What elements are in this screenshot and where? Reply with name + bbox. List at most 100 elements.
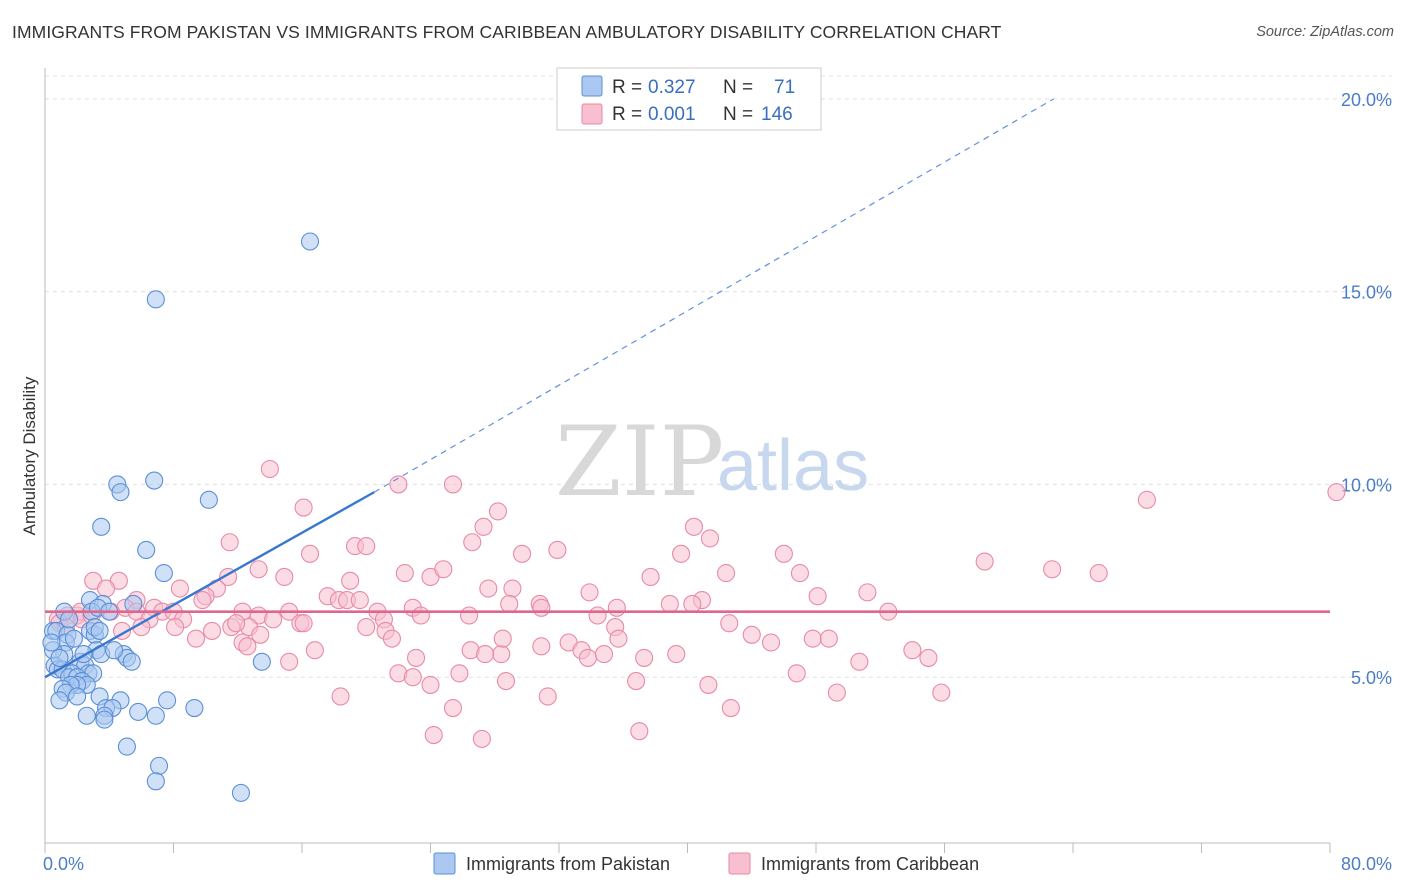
caribbean-point: [500, 594, 519, 613]
y-axis-label: Ambulatory Disability: [20, 376, 39, 535]
caribbean-point: [331, 687, 350, 706]
pakistan-point: [252, 652, 271, 671]
caribbean-point: [721, 698, 740, 718]
caribbean-point: [357, 537, 376, 556]
pakistan-point: [146, 290, 165, 309]
legend-r-value-caribbean: 0.001: [648, 104, 696, 125]
caribbean-point: [684, 517, 703, 536]
pakistan-point: [42, 633, 61, 652]
caribbean-point: [403, 668, 422, 687]
caribbean-point: [850, 652, 869, 671]
caribbean-point: [424, 725, 443, 745]
x-tick-label-max: 80.0%: [1341, 854, 1392, 874]
pakistan-trend-extrapolated: [373, 98, 1055, 493]
legend-n-label-pakistan: N =: [723, 77, 753, 98]
caribbean-point: [341, 571, 360, 590]
caribbean-point: [496, 672, 516, 691]
pakistan-point: [199, 490, 218, 509]
pakistan-point: [68, 687, 87, 706]
caribbean-point: [251, 625, 270, 644]
caribbean-point: [434, 560, 453, 579]
pakistan-point: [64, 629, 83, 648]
x-ticks: [44, 843, 1331, 853]
caribbean-point: [492, 645, 511, 664]
caribbean-point: [249, 560, 268, 579]
caribbean-point: [1327, 483, 1346, 502]
caribbean-point: [580, 583, 599, 602]
caribbean-point: [1043, 560, 1062, 579]
caribbean-point: [203, 621, 222, 640]
caribbean-point: [858, 583, 877, 602]
caribbean-point: [716, 564, 736, 583]
bottom-legend-swatch-caribbean: [728, 852, 751, 875]
caribbean-point: [193, 591, 212, 610]
caribbean-point: [919, 648, 938, 667]
pakistan-point: [117, 737, 136, 756]
y-tick-label-15: 15.0%: [1341, 283, 1392, 303]
pakistan-point: [146, 772, 165, 791]
caribbean-point: [166, 618, 185, 637]
caribbean-point: [280, 652, 299, 671]
caribbean-point: [594, 645, 614, 664]
pakistan-point: [92, 517, 111, 536]
caribbean-point: [548, 540, 567, 560]
caribbean-point: [294, 614, 313, 633]
trend-lines: [44, 98, 1330, 679]
bottom-legend-label-pakistan: Immigrants from Pakistan: [466, 854, 670, 874]
caribbean-point: [238, 637, 257, 656]
pakistan-point: [95, 710, 114, 729]
caribbean-point: [350, 591, 369, 610]
caribbean-point: [395, 564, 414, 583]
caribbean-point: [975, 552, 994, 571]
pakistan-trend-line: [44, 491, 375, 679]
chart-title: IMMIGRANTS FROM PAKISTAN VS IMMIGRANTS F…: [12, 22, 1002, 42]
caribbean-point: [443, 698, 463, 718]
pakistan-point: [231, 783, 251, 802]
pakistan-point: [77, 706, 96, 725]
y-tick-label-20: 20.0%: [1341, 90, 1392, 110]
caribbean-point: [932, 683, 951, 702]
pakistan-point: [129, 702, 148, 721]
caribbean-point: [630, 722, 649, 741]
caribbean-point: [294, 498, 313, 517]
caribbean-point: [672, 544, 691, 563]
caribbean-point: [474, 517, 493, 536]
legend-r-label-pakistan: R =: [612, 77, 642, 98]
caribbean-point: [803, 629, 822, 648]
caribbean-point: [357, 618, 376, 637]
caribbean-point: [450, 664, 469, 683]
x-tick-label-min: 0.0%: [43, 854, 84, 874]
caribbean-point: [227, 614, 246, 633]
caribbean-point: [635, 648, 654, 667]
legend-n-label-caribbean: N =: [723, 104, 753, 125]
top-legend: R = 0.327 N = 71 R = 0.001 N = 146: [556, 67, 822, 131]
bottom-legend-label-caribbean: Immigrants from Caribbean: [761, 854, 979, 874]
caribbean-point: [827, 683, 846, 702]
caribbean-point: [382, 629, 402, 648]
caribbean-point: [488, 502, 508, 521]
caribbean-point: [421, 675, 440, 694]
legend-swatch-pakistan: [581, 75, 603, 97]
bottom-legend-swatch-pakistan: [433, 852, 456, 875]
pakistan-point: [149, 756, 169, 775]
caribbean-point: [472, 729, 491, 748]
watermark-zip: ZIP: [555, 406, 724, 518]
pakistan-point: [154, 564, 173, 583]
caribbean-point: [479, 579, 498, 598]
caribbean-point: [96, 579, 116, 598]
chart-source: Source: ZipAtlas.com: [1256, 24, 1394, 40]
caribbean-point: [787, 664, 806, 683]
pakistan-point: [122, 652, 141, 671]
legend-r-label-caribbean: R =: [612, 104, 642, 125]
caribbean-point: [443, 475, 463, 494]
caribbean-point: [305, 641, 324, 660]
legend-r-value-pakistan: 0.327: [648, 77, 696, 98]
pakistan-point: [146, 706, 165, 725]
caribbean-point: [808, 587, 827, 606]
caribbean-point: [578, 648, 597, 667]
legend-swatch-caribbean: [581, 103, 603, 125]
series-pakistan-points: [42, 232, 320, 802]
caribbean-point: [699, 675, 718, 694]
caribbean-point: [513, 544, 532, 563]
